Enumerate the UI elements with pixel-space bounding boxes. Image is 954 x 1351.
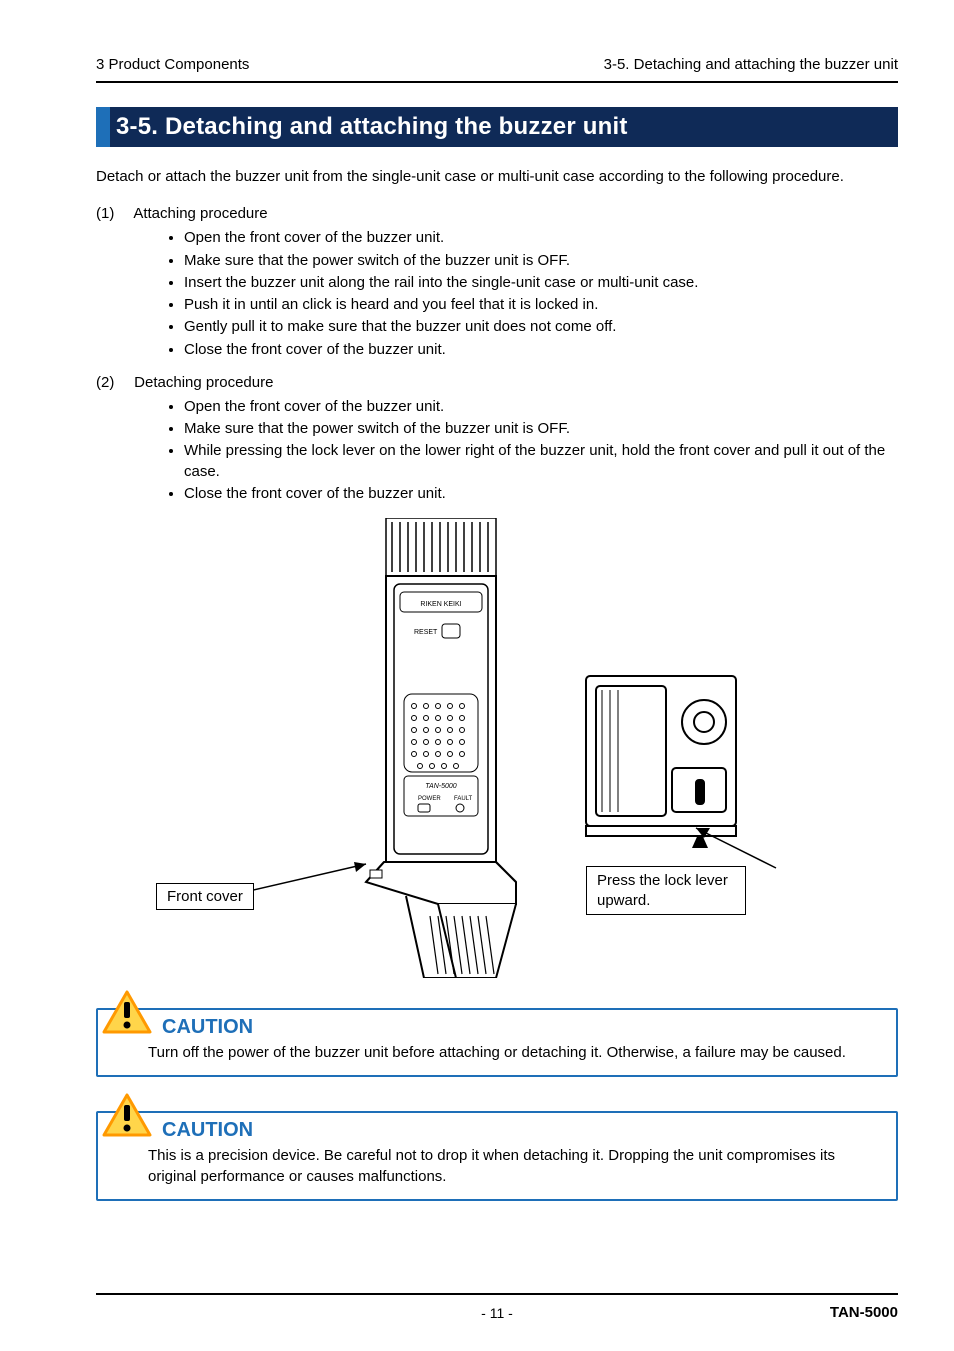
list-item: While pressing the lock lever on the low… <box>184 441 898 482</box>
procedure-number: (2) <box>96 374 130 391</box>
procedure-head: (1) Attaching procedure <box>96 205 898 222</box>
svg-text:TAN-5000: TAN-5000 <box>425 783 456 790</box>
svg-text:FAULT: FAULT <box>454 796 473 802</box>
procedure-title: Attaching procedure <box>133 205 267 222</box>
procedure-number: (1) <box>96 205 130 222</box>
procedure-steps: Open the front cover of the buzzer unit.… <box>166 397 898 504</box>
caution-icon <box>102 990 152 1034</box>
svg-text:POWER: POWER <box>418 796 441 802</box>
header-rule <box>96 81 898 83</box>
caution-title: CAUTION <box>162 1016 882 1039</box>
list-item: Insert the buzzer unit along the rail in… <box>184 273 898 293</box>
procedure-steps: Open the front cover of the buzzer unit.… <box>166 228 898 360</box>
footer: - 11 - TAN-5000 <box>96 1304 898 1321</box>
procedure-title: Detaching procedure <box>134 374 273 391</box>
header-right: 3-5. Detaching and attaching the buzzer … <box>604 56 898 73</box>
procedure-head: (2) Detaching procedure <box>96 374 898 391</box>
list-item: Close the front cover of the buzzer unit… <box>184 484 898 504</box>
section-title: 3-5. Detaching and attaching the buzzer … <box>96 107 898 147</box>
list-item: Open the front cover of the buzzer unit. <box>184 228 898 248</box>
header-left: 3 Product Components <box>96 56 249 73</box>
reset-label: RESET <box>414 629 438 636</box>
caution-box: CAUTION Turn off the power of the buzzer… <box>96 1008 898 1077</box>
list-item: Close the front cover of the buzzer unit… <box>184 340 898 360</box>
lock-lever-label: Press the lock lever upward. <box>586 866 746 915</box>
device-front-illustration: RIKEN KEIKI RESET TAN-5000 POWER <box>346 518 546 978</box>
figure-area: RIKEN KEIKI RESET TAN-5000 POWER <box>96 518 898 988</box>
procedure-detaching: (2) Detaching procedure Open the front c… <box>96 374 898 504</box>
caution-text: This is a precision device. Be careful n… <box>148 1146 882 1187</box>
list-item: Gently pull it to make sure that the buz… <box>184 317 898 337</box>
footer-rule <box>96 1293 898 1295</box>
brand-label: RIKEN KEIKI <box>420 601 461 608</box>
page-number: - 11 - <box>96 1305 898 1321</box>
procedure-attaching: (1) Attaching procedure Open the front c… <box>96 205 898 360</box>
list-item: Make sure that the power switch of the b… <box>184 251 898 271</box>
intro-paragraph: Detach or attach the buzzer unit from th… <box>96 167 898 187</box>
running-header: 3 Product Components 3-5. Detaching and … <box>96 56 898 73</box>
caution-title: CAUTION <box>162 1119 882 1142</box>
list-item: Make sure that the power switch of the b… <box>184 419 898 439</box>
front-cover-label: Front cover <box>156 883 254 910</box>
caution-text: Turn off the power of the buzzer unit be… <box>148 1043 882 1063</box>
caution-icon <box>102 1093 152 1137</box>
list-item: Push it in until an click is heard and y… <box>184 295 898 315</box>
caution-box: CAUTION This is a precision device. Be c… <box>96 1111 898 1201</box>
list-item: Open the front cover of the buzzer unit. <box>184 397 898 417</box>
